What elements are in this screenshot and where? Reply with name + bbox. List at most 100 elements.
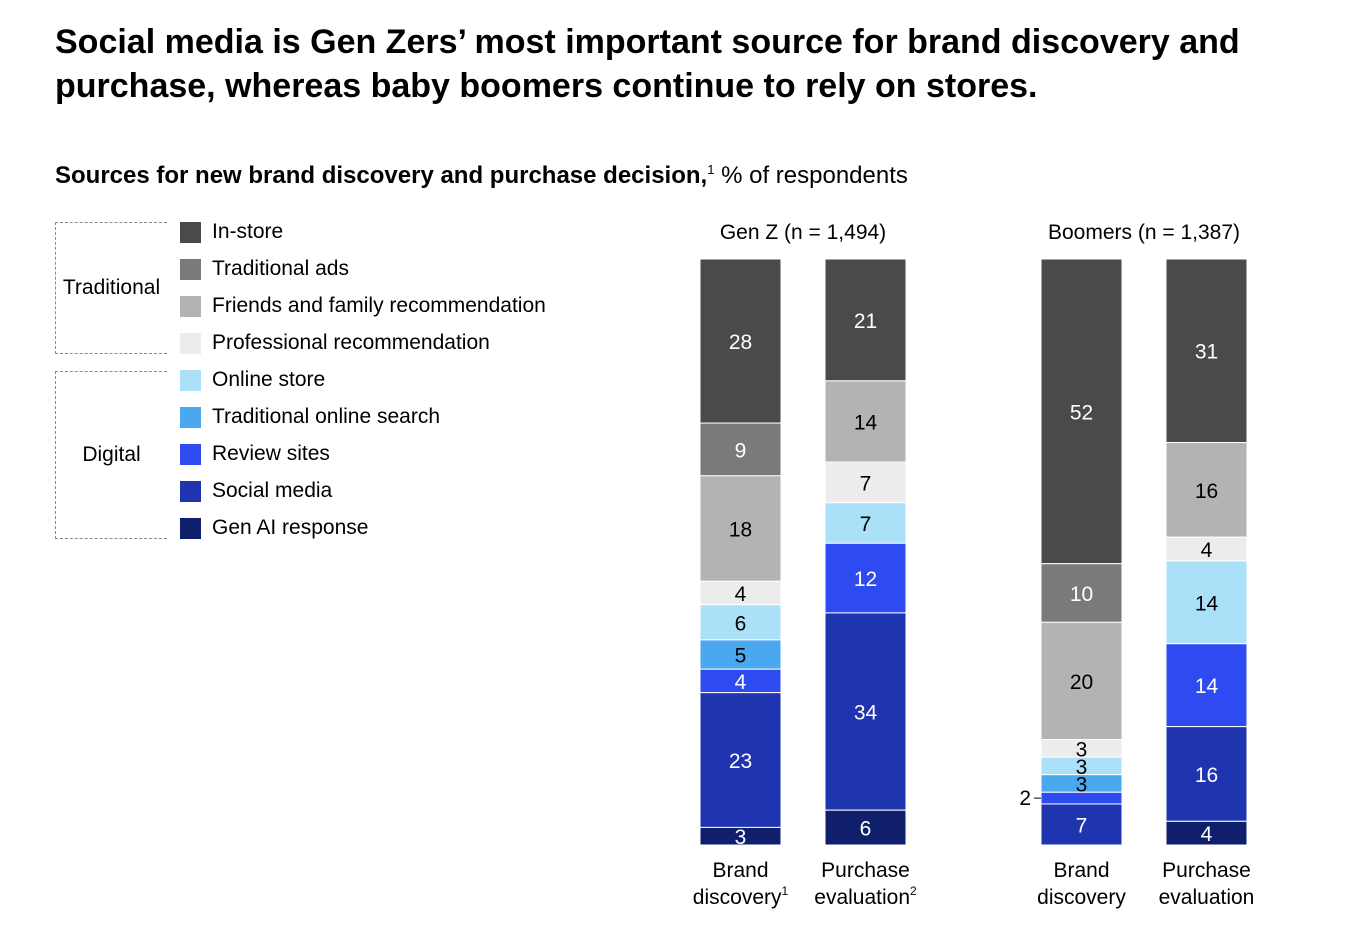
legend-item-traditional-ads: Traditional ads (180, 254, 349, 284)
category-footnote: 2 (910, 884, 917, 898)
data-label: 52 (1070, 401, 1093, 424)
data-label: 3 (1076, 756, 1088, 779)
data-label: 14 (854, 411, 878, 434)
category-label: evaluation2 (814, 884, 917, 909)
data-label: 10 (1070, 583, 1093, 606)
category-label: discovery1 (693, 884, 789, 909)
data-label: 7 (860, 472, 872, 495)
data-label: 34 (854, 702, 878, 725)
data-label: 3 (1076, 738, 1088, 761)
data-label: 3 (735, 826, 747, 849)
bar-segment-in-store (699, 258, 782, 424)
legend-item-social-media: Social media (180, 476, 332, 506)
chart-subtitle: Sources for new brand discovery and purc… (55, 155, 908, 191)
data-label: 18 (729, 519, 752, 542)
data-label: 4 (1201, 823, 1213, 846)
data-label: 6 (735, 612, 747, 635)
legend-group-traditional-label: Traditional (62, 276, 161, 299)
legend-item-online-search: Traditional online search (180, 402, 440, 432)
bar-segment-review-sites (824, 542, 907, 614)
data-label: 28 (729, 331, 752, 354)
data-label: 4 (1201, 539, 1213, 562)
bar-segment-friends-and-family-recommendation (1040, 621, 1123, 741)
legend-swatch (180, 295, 201, 317)
legend-label: Friends and family recommendation (212, 294, 546, 317)
legend-swatch (180, 406, 201, 428)
bar-segment-gen-ai-response (1165, 820, 1248, 846)
data-label: 14 (1195, 675, 1219, 698)
legend-item-review-sites: Review sites (180, 439, 330, 469)
legend-item-online-store: Online store (180, 365, 325, 395)
category-label: Purchase (821, 859, 910, 882)
legend-label: In-store (212, 220, 284, 243)
legend-label: Social media (212, 479, 333, 502)
bar-segment-gen-ai-response (824, 809, 907, 846)
bar-segment-review-sites (1165, 643, 1248, 728)
category-label: evaluation (1159, 886, 1255, 909)
data-label: 4 (735, 583, 747, 606)
legend-swatch (180, 332, 201, 354)
data-label: 5 (735, 645, 747, 668)
panel-title: Boomers (n = 1,387) (1048, 221, 1240, 244)
subtitle-footnote: 1 (707, 162, 715, 177)
subtitle-unit: % of respondents (714, 162, 908, 189)
category-label: Brand (1053, 859, 1109, 882)
bar-segment-in-store (1165, 258, 1248, 443)
data-label: 12 (854, 568, 877, 591)
bar-segment-friends-and-family-recommendation (699, 475, 782, 582)
bar-segment-online-store (699, 604, 782, 641)
legend-swatch (180, 480, 201, 502)
legend-group-digital: Digital (55, 371, 167, 539)
bar-segment-friends-and-family-recommendation (824, 380, 907, 463)
bar-segment-social-media (1040, 803, 1123, 846)
chart-title: Social media is Gen Zers’ most important… (55, 23, 1240, 105)
legend-swatch (180, 258, 201, 280)
bar-segment-in-store (824, 258, 907, 382)
legend-swatch (180, 443, 201, 465)
legend-label: Gen AI response (212, 516, 369, 539)
category-label: Brand (712, 859, 768, 882)
category-label: Purchase (1162, 859, 1251, 882)
legend-swatch (180, 369, 201, 391)
legend-swatch (180, 221, 201, 243)
data-label: 16 (1195, 480, 1218, 503)
legend-item-professional: Professional recommendation (180, 328, 490, 358)
legend-swatch (180, 517, 201, 539)
bar-segment-in-store (1040, 258, 1123, 565)
data-label: 7 (1076, 814, 1088, 837)
bar-segment-social-media (1165, 726, 1248, 822)
legend-label: Online store (212, 368, 326, 391)
legend-label: Traditional ads (212, 257, 349, 280)
legend-group-digital-label: Digital (82, 443, 141, 466)
bar-segment-traditional-ads (1040, 563, 1123, 623)
data-label: 16 (1195, 764, 1218, 787)
bar-segment-traditional-online-search (699, 639, 782, 670)
data-label: 23 (729, 750, 752, 773)
bar-segment-online-store (824, 502, 907, 544)
data-label: 9 (735, 439, 747, 462)
legend-group-traditional: Traditional (55, 222, 167, 354)
legend-label: Review sites (212, 442, 330, 465)
bar-segment-gen-ai-response (699, 826, 782, 846)
data-label: 6 (860, 818, 872, 841)
legend-item-gen-ai: Gen AI response (180, 513, 368, 543)
legend-label: Traditional online search (212, 405, 441, 428)
panel-title: Gen Z (n = 1,494) (720, 221, 886, 244)
data-label: 31 (1195, 341, 1218, 364)
bar-segment-friends-and-family-recommendation (1165, 441, 1248, 538)
legend-label: Professional recommendation (212, 331, 490, 354)
category-footnote: 1 (782, 884, 789, 898)
subtitle-bold: Sources for new brand discovery and purc… (55, 162, 708, 189)
bar-segment-social-media (699, 692, 782, 828)
data-label: 20 (1070, 671, 1093, 694)
data-label: 14 (1195, 592, 1219, 615)
data-label: 2 (1019, 787, 1031, 810)
bar-segment-social-media (824, 612, 907, 811)
data-label: 21 (854, 310, 877, 333)
data-label: 7 (860, 513, 872, 536)
legend-item-in-store: In-store (180, 217, 283, 247)
data-label: 3 (1076, 773, 1088, 796)
legend-item-friends-family: Friends and family recommendation (180, 291, 546, 321)
bar-segment-professional-recommendation (824, 461, 907, 504)
